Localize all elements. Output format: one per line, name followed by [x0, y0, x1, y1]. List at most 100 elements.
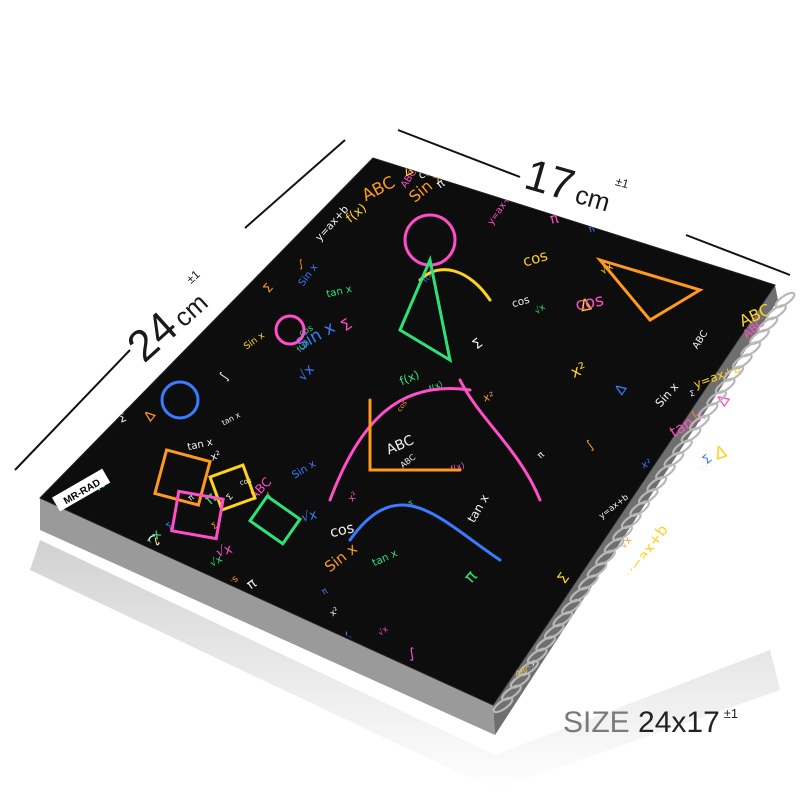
formula-scribble: y=ax+b — [124, 121, 184, 172]
curve-doodle — [328, 387, 472, 502]
coil-loop — [535, 635, 557, 652]
geometric-doodle — [170, 489, 225, 541]
coil-loop — [586, 561, 608, 579]
formula-scribble: cos — [511, 294, 531, 310]
coil-loop — [766, 304, 787, 321]
formula-scribble: √x — [36, 338, 58, 360]
formula-scribble: x² — [209, 449, 223, 464]
formula-scribble: Σ — [768, 514, 779, 524]
formula-scribble: ∫ — [763, 298, 772, 307]
formula-scribble: Σ — [689, 389, 696, 399]
formula-scribble: cos — [329, 520, 356, 541]
formula-scribble: Sin x — [146, 194, 180, 235]
formula-scribble: tan x — [186, 437, 213, 453]
formula-scribble: y=ax+b — [52, 387, 88, 434]
formula-scribble: x² — [686, 245, 694, 254]
formula-scribble: Δ — [159, 233, 170, 245]
size-caption-value: 24x17 — [638, 706, 720, 739]
formula-scribble: x² — [482, 389, 496, 404]
formula-scribble: x² — [108, 225, 117, 236]
coil-loop — [518, 659, 539, 677]
formula-scribble: Δ — [111, 373, 124, 385]
formula-scribble: Δ — [135, 209, 151, 230]
curve-doodle — [595, 257, 704, 322]
height-dimension-line-bottom — [14, 349, 131, 471]
coil-loop — [526, 647, 548, 665]
formula-scribble: cos — [239, 476, 253, 486]
curve-doodle — [368, 398, 462, 472]
coil-loop — [569, 586, 591, 603]
formula-scribble: cos — [762, 491, 780, 505]
formula-scribble: x² — [640, 458, 653, 472]
size-caption-label: SIZE — [563, 706, 630, 739]
geometric-doodle — [160, 380, 200, 420]
formula-scribble: x² — [142, 685, 154, 696]
geometric-doodle — [274, 314, 306, 346]
coil-loop — [620, 512, 642, 530]
coil-loop — [543, 623, 565, 640]
coil-loop — [697, 402, 719, 419]
coil-loop — [655, 463, 676, 481]
dimension-lines — [14, 129, 791, 471]
formula-scribble: √x — [708, 203, 731, 226]
formula-scribble: Σ — [732, 590, 746, 604]
formula-scribble: Sin x — [47, 214, 75, 235]
coil-loop — [723, 365, 745, 382]
formula-scribble: Δ — [578, 295, 593, 316]
formula-scribble: π — [320, 586, 330, 597]
formula-scribble: tan x — [158, 145, 198, 190]
formula-scribble: f(x) — [763, 153, 778, 164]
formula-scribble: ABC — [76, 278, 104, 303]
formula-scribble: Sin x — [153, 185, 188, 216]
width-dimension-line-left — [397, 129, 521, 178]
spiral-coil — [492, 291, 796, 714]
formula-scribble: ∫ — [151, 535, 163, 552]
formula-scribble: Sin x — [731, 183, 756, 211]
formula-scribble: x² — [764, 390, 788, 415]
formula-scribble: π — [186, 492, 196, 503]
formula-scribble: y=ax+b — [622, 521, 672, 582]
width-dimension-line-right — [685, 234, 791, 276]
coil-loop — [672, 439, 693, 456]
coil-loop — [646, 475, 668, 493]
coil-loop — [637, 488, 659, 505]
coil-loop — [501, 684, 522, 701]
formula-scribble: Sin x — [477, 144, 510, 178]
coil-loop — [578, 574, 599, 591]
formula-scribble: Σ — [117, 411, 128, 426]
formula-scribble: ∫ — [297, 258, 305, 271]
formula-scribble: ∫ — [265, 491, 274, 500]
formula-scribble: ABC — [744, 565, 781, 602]
coil-loop — [595, 549, 616, 566]
formula-scribble: Σ — [210, 521, 220, 532]
curve-doodle — [398, 254, 453, 364]
formula-scribble: Σ — [224, 491, 235, 502]
formula-scribble: y=ax+b — [101, 212, 147, 241]
coil-loop — [749, 328, 770, 346]
coil-loop — [492, 696, 514, 714]
coil-loop — [663, 451, 685, 468]
size-caption: SIZE 24x17 ±1 — [563, 706, 738, 740]
formula-scribble: tan x — [325, 284, 353, 300]
coil-loop — [629, 500, 651, 517]
geometric-doodle — [208, 463, 257, 512]
height-dimension-line-top — [244, 139, 346, 229]
formula-scribble: x² — [557, 672, 577, 692]
formula-scribble: Δ — [44, 438, 65, 458]
coil-loop — [552, 610, 574, 628]
formula-scribble: cos — [40, 323, 59, 337]
formula-scribble: x² — [686, 516, 707, 537]
formula-scribble: tan x — [694, 506, 723, 532]
curve-doodle — [458, 378, 542, 502]
notebook-page-edge — [40, 498, 495, 735]
coil-loop — [714, 377, 736, 395]
formula-scribble: √x — [214, 542, 234, 561]
coil-loop — [680, 426, 702, 444]
coil-loop — [689, 414, 710, 431]
formula-scribble: ∫ — [775, 160, 783, 170]
formula-scribble: ∫ — [689, 410, 700, 422]
formula-scribble: x² — [567, 358, 589, 382]
formula-scribble: √x — [95, 185, 109, 200]
formula-scribble: π — [689, 548, 698, 558]
